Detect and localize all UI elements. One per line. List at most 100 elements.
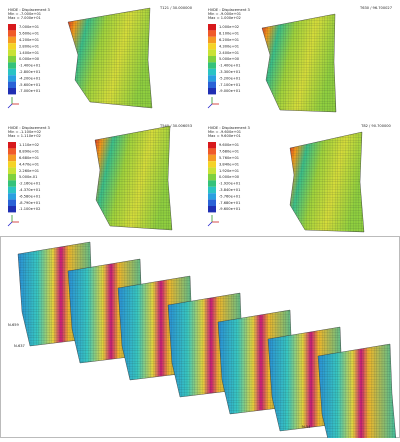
legend-label: 0.000e+00 [19, 57, 40, 61]
legend-swatch [8, 186, 16, 194]
panel-header: Min = -1.100e+02 [8, 130, 41, 134]
legend-label: 4.300e+01 [219, 44, 239, 48]
panel-header: Max = 1.110e+02 [8, 134, 41, 138]
legend-label: 5.760e+01 [219, 156, 239, 160]
legend-label: 8.100e+01 [219, 32, 239, 36]
time-label: T82 / 90.700000 [360, 124, 391, 128]
legend-label: -5.760e+01 [219, 194, 240, 198]
legend-label: 5.000e-01 [19, 175, 37, 179]
legend-swatch [8, 75, 16, 82]
legend-label: -9.000e+01 [219, 89, 240, 93]
axis-z [207, 103, 213, 109]
panel-header: HVDE : Displacement 3 [208, 8, 250, 12]
legend-label: -3.840e+01 [219, 188, 240, 192]
legend-label: -8.790e+01 [19, 201, 40, 205]
legend-label: 6.680e+01 [19, 156, 39, 160]
legend-label: 2.800e+01 [19, 44, 39, 48]
legend-swatch [8, 56, 16, 63]
legend-label: 2.400e+01 [219, 51, 239, 55]
legend-label: 1.000e+02 [219, 25, 239, 29]
legend-label: -2.160e+01 [19, 182, 40, 186]
legend-label: -1.400e+01 [19, 64, 40, 68]
legend-swatch [8, 148, 16, 155]
legend-swatch [208, 142, 216, 149]
legend-label: 1.110e+02 [19, 143, 39, 147]
panel-header: HVDE : Displacement 3 [8, 126, 50, 130]
legend-label: -4.370e+01 [19, 188, 40, 192]
legend-label: -6.580e+01 [19, 194, 40, 198]
legend-label: -7.680e+01 [219, 201, 240, 205]
legend-label: 3.840e+01 [219, 162, 239, 166]
axis-z [7, 103, 13, 109]
legend-swatch [208, 154, 216, 162]
legend-swatch [8, 161, 16, 168]
legend-label: 7.680e+01 [219, 150, 239, 154]
legend-swatch [8, 167, 16, 174]
legend-swatch [8, 88, 16, 95]
legend-swatch [208, 148, 216, 155]
panel-header: Max = 7.000e+01 [8, 16, 41, 20]
legend-swatch [208, 75, 216, 82]
legend-label: 1.400e+01 [19, 51, 39, 55]
legend-label: -4.200e+01 [19, 76, 40, 80]
legend-swatch [8, 180, 16, 187]
legend-swatch [208, 88, 216, 95]
legend-swatch [208, 180, 216, 187]
time-label: T540 / 30.006053 [159, 124, 192, 128]
legend-swatch [208, 49, 216, 56]
legend-label: 6.200e+01 [219, 38, 239, 42]
legend-swatch [208, 30, 216, 37]
legend-swatch [208, 186, 216, 194]
panel-header: HVDE : Displacement 3 [208, 126, 250, 130]
legend-label: 5.000e+00 [219, 57, 240, 61]
legend-swatch [8, 81, 16, 88]
legend-swatch [208, 199, 216, 206]
legend-label: -7.000e+01 [19, 89, 40, 93]
legend-label: -2.800e+01 [19, 70, 40, 74]
legend-label: -5.200e+01 [219, 76, 240, 80]
legend-label: 5.600e+01 [19, 32, 39, 36]
legend-swatch [8, 43, 16, 50]
legend-swatch [208, 174, 216, 181]
panel-header: Max = 9.600e+01 [208, 134, 241, 138]
legend-label: -3.300e+01 [219, 70, 240, 74]
mesh-grid [262, 14, 336, 112]
legend-swatch [208, 36, 216, 44]
legend-label: -1.100e+02 [19, 207, 40, 211]
legend-swatch [208, 167, 216, 174]
mesh-grid [95, 126, 172, 230]
panel-header: Min = -9.600e+01 [208, 130, 241, 134]
legend-label: -9.600e+01 [219, 207, 240, 211]
legend-swatch [8, 62, 16, 69]
panel-header: Max = 1.000e+02 [208, 16, 241, 20]
legend-swatch [8, 24, 16, 31]
legend-swatch [208, 81, 216, 88]
panel-header: HVDE : Displacement 3 [8, 8, 50, 12]
legend-swatch [208, 56, 216, 63]
legend-label: -5.600e+01 [19, 83, 40, 87]
legend-label: 4.200e+01 [19, 38, 39, 42]
mesh-sheet-grid [318, 344, 396, 442]
legend-label: 0.000e+00 [219, 175, 240, 179]
time-label: T630 / 96.700027 [359, 6, 392, 10]
legend-swatch [8, 142, 16, 149]
axis-z [7, 221, 13, 227]
panel-header: Min = -7.000e+01 [8, 12, 41, 16]
legend-label: -1.920e+01 [219, 182, 240, 186]
legend-label: 1.920e+01 [219, 169, 239, 173]
legend-swatch [8, 68, 16, 76]
legend-swatch [208, 24, 216, 31]
legend-swatch [208, 161, 216, 168]
axis-z [207, 221, 213, 227]
legend-swatch [208, 62, 216, 69]
legend-swatch [8, 193, 16, 200]
legend-swatch [208, 68, 216, 76]
legend-swatch [8, 206, 16, 213]
legend-label: 4.470e+01 [19, 162, 39, 166]
legend-label: 8.890e+01 [19, 150, 39, 154]
mesh-grid [68, 8, 152, 108]
